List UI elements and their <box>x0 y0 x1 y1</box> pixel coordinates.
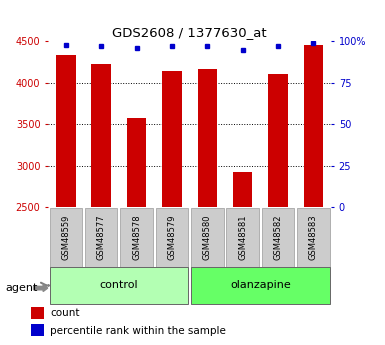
Text: agent: agent <box>6 283 38 293</box>
Text: GSM48559: GSM48559 <box>61 215 70 260</box>
FancyBboxPatch shape <box>50 267 188 304</box>
Bar <box>233 172 253 207</box>
Text: GSM48583: GSM48583 <box>309 214 318 260</box>
Text: percentile rank within the sample: percentile rank within the sample <box>50 326 226 335</box>
FancyBboxPatch shape <box>262 208 294 267</box>
Bar <box>56 56 75 207</box>
Bar <box>268 74 288 207</box>
Text: GSM48580: GSM48580 <box>203 215 212 260</box>
FancyBboxPatch shape <box>120 208 153 267</box>
Text: count: count <box>50 308 80 318</box>
FancyBboxPatch shape <box>85 208 117 267</box>
FancyBboxPatch shape <box>191 267 330 304</box>
FancyBboxPatch shape <box>191 208 224 267</box>
Bar <box>127 118 146 207</box>
Text: control: control <box>100 280 138 290</box>
Text: olanzapine: olanzapine <box>230 280 291 290</box>
Text: GSM48578: GSM48578 <box>132 214 141 260</box>
FancyBboxPatch shape <box>156 208 188 267</box>
Title: GDS2608 / 1377630_at: GDS2608 / 1377630_at <box>112 26 267 39</box>
FancyBboxPatch shape <box>226 208 259 267</box>
FancyBboxPatch shape <box>297 208 330 267</box>
Bar <box>304 45 323 207</box>
Text: GSM48579: GSM48579 <box>167 215 176 260</box>
Text: GSM48577: GSM48577 <box>97 214 106 260</box>
Bar <box>92 64 111 207</box>
Bar <box>162 71 182 207</box>
Text: GSM48582: GSM48582 <box>273 215 283 260</box>
Bar <box>198 69 217 207</box>
Text: GSM48581: GSM48581 <box>238 215 247 260</box>
FancyBboxPatch shape <box>50 208 82 267</box>
